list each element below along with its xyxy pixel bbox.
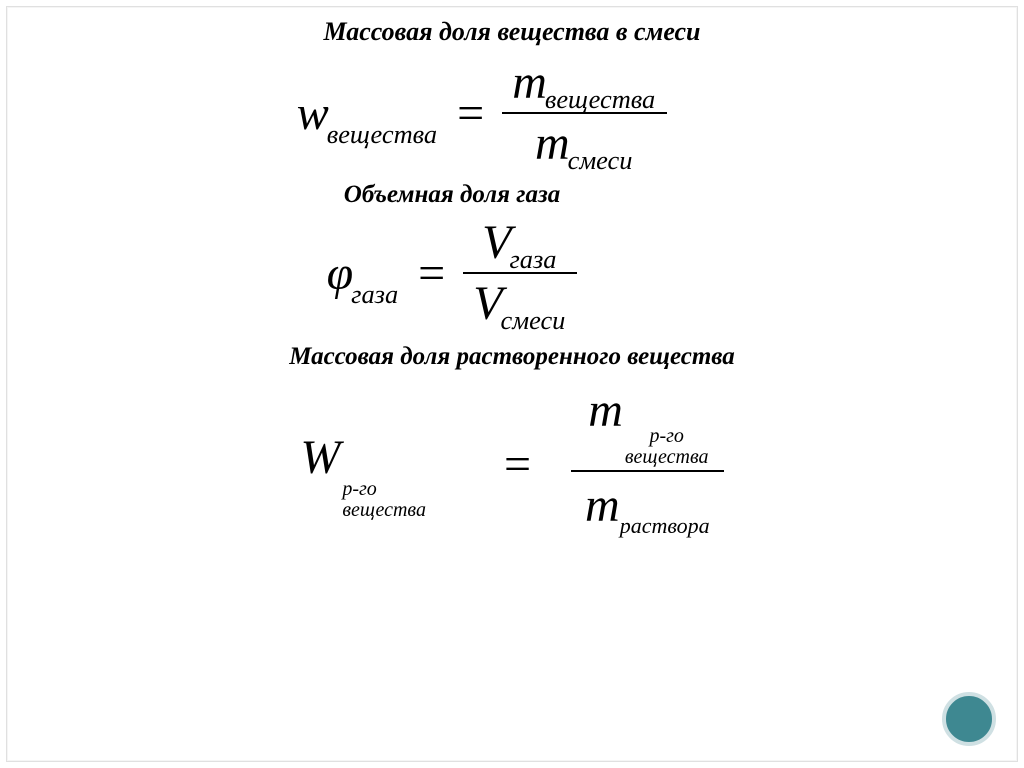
formula3-lhs-sub: р-го вещества xyxy=(342,479,426,521)
formula3-num-sub: р-го вещества xyxy=(625,426,709,468)
formula-3: W р-го вещества = m р-го вещества mраств… xyxy=(37,377,987,551)
formula3-lhs-sub-line1: р-го xyxy=(342,479,426,500)
formula2-den-var: V xyxy=(473,277,502,330)
formula1-lhs: wвещества xyxy=(297,86,439,141)
formula2-lhs-sub: газа xyxy=(351,279,398,309)
heading-2: Объемная доля газа xyxy=(0,181,927,209)
formula-2: φгаза = Vгаза Vсмеси xyxy=(0,213,927,333)
formula1-den-var: m xyxy=(535,117,570,170)
formula3-fraction: m р-го вещества mраствора xyxy=(571,377,724,551)
formula3-den-sub: раствора xyxy=(620,513,710,538)
formula1-den-sub: смеси xyxy=(568,145,633,175)
formula2-num-sub: газа xyxy=(509,244,556,274)
formula3-num-sub-line2: вещества xyxy=(625,447,709,468)
formula2-numerator: Vгаза xyxy=(472,213,568,272)
formula2-lhs: φгаза xyxy=(327,246,401,301)
volume-fraction-gas-block: Объемная доля газа φгаза = Vгаза Vсмеси xyxy=(37,181,987,333)
formula1-num-var: m xyxy=(512,56,547,109)
formula2-equals: = xyxy=(400,246,463,301)
formula3-numerator: m р-го вещества xyxy=(574,377,720,470)
formula3-lhs-sub-line2: вещества xyxy=(342,500,426,521)
decorative-circle-icon xyxy=(942,692,996,746)
formula3-lhs: W р-го вещества xyxy=(300,430,424,499)
mass-fraction-substance-block: Массовая доля вещества в смеси wвещества… xyxy=(37,17,987,173)
formula1-fraction: mвещества mсмеси xyxy=(502,53,667,173)
formula3-equals: = xyxy=(424,437,571,492)
formula1-num-sub: вещества xyxy=(545,84,655,114)
formula-1: wвещества = mвещества mсмеси xyxy=(7,53,957,173)
formula2-lhs-var: φ xyxy=(327,247,354,300)
formula1-equals: = xyxy=(439,86,502,141)
formula2-num-var: V xyxy=(482,216,511,269)
formula1-lhs-sub: вещества xyxy=(327,119,437,149)
formula1-denominator: mсмеси xyxy=(525,114,645,173)
formula3-num-sub-line1: р-го xyxy=(625,426,709,447)
heading-1: Массовая доля вещества в смеси xyxy=(37,17,987,47)
formula1-lhs-var: w xyxy=(297,87,329,140)
formula1-numerator: mвещества xyxy=(502,53,667,112)
formula3-lhs-var: W xyxy=(300,431,340,484)
formula3-num-var: m xyxy=(588,384,623,437)
formula3-den-var: m xyxy=(585,479,620,532)
content-frame: Массовая доля вещества в смеси wвещества… xyxy=(6,6,1018,762)
formula2-denominator: Vсмеси xyxy=(463,274,577,333)
formula2-fraction: Vгаза Vсмеси xyxy=(463,213,577,333)
formula2-den-sub: смеси xyxy=(501,305,566,335)
formula3-denominator: mраствора xyxy=(571,472,724,551)
heading-3: Массовая доля растворенного вещества xyxy=(37,343,987,371)
mass-fraction-dissolved-block: Массовая доля растворенного вещества W р… xyxy=(37,343,987,551)
